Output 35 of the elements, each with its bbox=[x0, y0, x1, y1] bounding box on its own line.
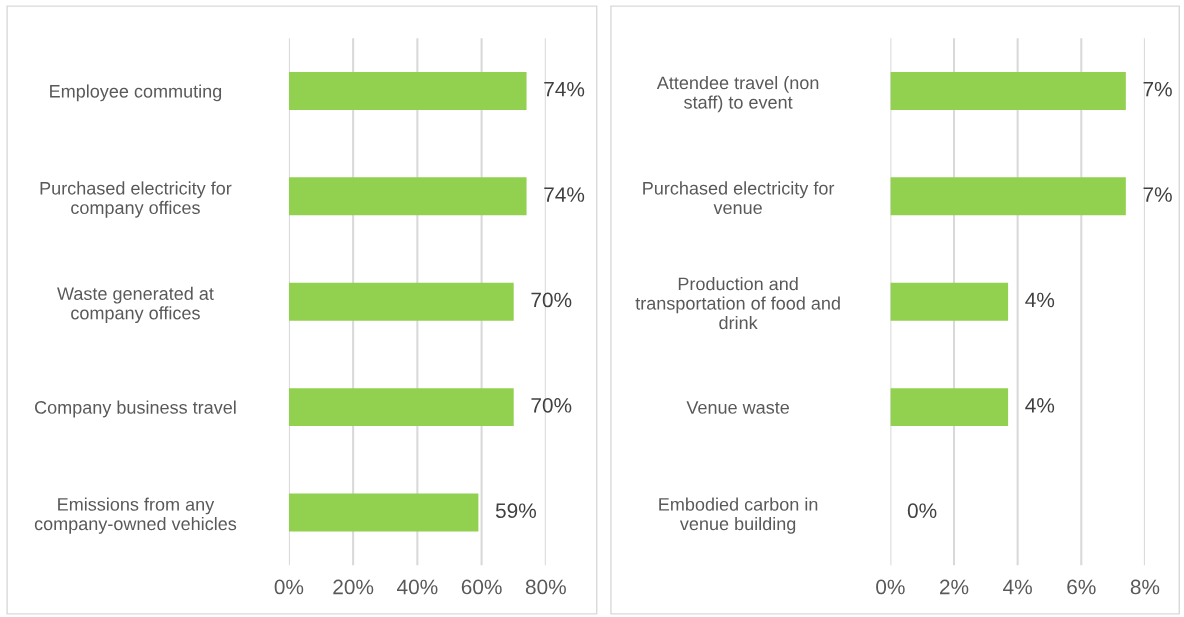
y-tick-label: Employee commuting bbox=[50, 84, 222, 102]
data-label: 7% bbox=[1143, 187, 1172, 202]
bar bbox=[288, 282, 514, 321]
data-label: 70% bbox=[531, 397, 572, 413]
y-tick-label: Company business travel bbox=[35, 400, 236, 418]
y-tick-label: Embodied carbon in venue building bbox=[659, 497, 818, 534]
data-label: 4% bbox=[1025, 292, 1055, 308]
x-tick-label: 80% bbox=[525, 579, 566, 595]
x-tick-label: 0% bbox=[274, 579, 304, 595]
y-tick-label: Venue waste bbox=[686, 401, 789, 414]
x-tick-label: 40% bbox=[396, 579, 438, 595]
x-tick-label: 60% bbox=[461, 579, 502, 595]
x-tick-label: 4% bbox=[1003, 579, 1032, 595]
data-label: 4% bbox=[1025, 398, 1055, 413]
data-label: 70% bbox=[531, 292, 572, 308]
data-label: 59% bbox=[495, 503, 536, 519]
y-tick-label: Purchased electricity for company offices bbox=[40, 181, 232, 218]
x-tick-label: 20% bbox=[333, 579, 374, 595]
x-tick-label: 2% bbox=[940, 579, 969, 595]
y-tick-label: Waste generated at company offices bbox=[57, 286, 214, 324]
y-tick-label: Purchased electricity for venue bbox=[643, 181, 835, 215]
bar bbox=[288, 388, 514, 427]
x-tick-label: 8% bbox=[1130, 579, 1160, 595]
y-tick-label: Emissions from any company-owned vehicles bbox=[34, 497, 237, 534]
data-label: 7% bbox=[1143, 81, 1172, 97]
x-tick-label: 6% bbox=[1067, 579, 1096, 595]
bar bbox=[288, 71, 527, 110]
bar bbox=[288, 177, 527, 216]
data-label: 74% bbox=[544, 187, 585, 202]
x-tick-label: 0% bbox=[876, 579, 905, 595]
y-tick-label: Production and transportation of food and drink bbox=[635, 277, 840, 330]
bar bbox=[288, 493, 479, 532]
y-tick-label: Attendee travel (non staff) to event bbox=[656, 75, 819, 113]
data-label: 0% bbox=[907, 503, 937, 519]
data-label: 74% bbox=[544, 81, 585, 97]
